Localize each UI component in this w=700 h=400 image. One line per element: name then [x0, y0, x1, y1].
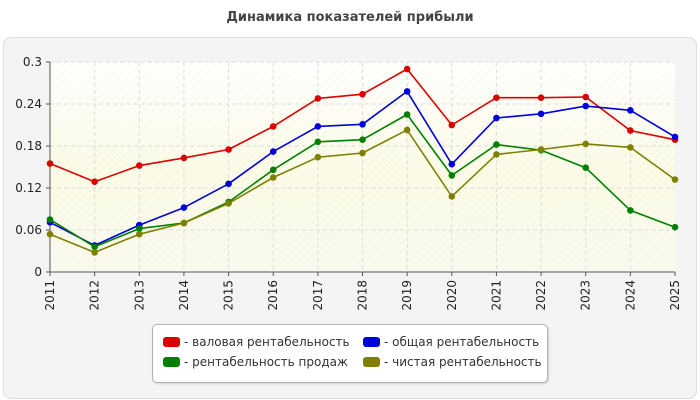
data-point	[314, 138, 322, 146]
data-point	[46, 230, 54, 238]
x-tick-label: 2025	[668, 280, 682, 311]
x-tick-label: 2011	[43, 280, 57, 311]
data-point	[448, 121, 456, 129]
tick-labels: 0 0.06 0.12 0.18 0.24 0.3 2011 2012 2013 2014 2015…	[15, 55, 682, 311]
legend-swatch	[363, 357, 380, 367]
data-point	[671, 223, 679, 231]
data-point	[582, 140, 590, 148]
series	[46, 65, 679, 256]
legend: - валовая рентабельность - общая рентабе…	[152, 324, 548, 383]
data-point	[91, 243, 98, 251]
x-tick-label: 2019	[400, 280, 414, 311]
data-point	[135, 225, 143, 232]
y-tick-label: 0.06	[15, 223, 42, 237]
data-point	[493, 151, 500, 158]
data-point	[359, 90, 366, 98]
data-point	[493, 141, 500, 148]
data-point	[359, 149, 366, 157]
data-point	[46, 160, 54, 167]
data-point	[135, 230, 143, 238]
legend-item: - рентабельность продаж	[163, 354, 348, 370]
data-point	[537, 146, 545, 153]
data-point	[46, 216, 54, 223]
x-tick-label: 2021	[489, 280, 503, 311]
data-point	[671, 176, 679, 183]
data-point	[403, 65, 411, 73]
data-point	[627, 144, 634, 151]
data-point	[314, 153, 322, 161]
data-point	[180, 219, 188, 227]
legend-label: - рентабельность продаж	[184, 355, 348, 369]
data-point	[269, 148, 277, 155]
data-point	[403, 88, 411, 95]
data-point	[627, 127, 634, 134]
data-point	[269, 166, 277, 174]
data-point	[269, 174, 277, 181]
legend-swatch	[163, 357, 180, 367]
data-point	[225, 180, 232, 188]
x-tick-label: 2015	[222, 280, 236, 311]
data-point	[537, 94, 545, 101]
y-tick-label: 0.18	[15, 139, 42, 153]
x-tick-label: 2023	[579, 280, 593, 311]
x-tick-label: 2018	[356, 280, 370, 311]
data-point	[493, 114, 500, 122]
x-tick-label: 2013	[132, 280, 146, 311]
data-point	[448, 172, 456, 179]
data-point	[582, 164, 590, 171]
data-point	[359, 121, 366, 128]
data-point	[91, 249, 98, 256]
x-tick-label: 2024	[623, 280, 637, 311]
data-point	[269, 123, 277, 130]
x-tick-label: 2017	[311, 280, 325, 311]
data-point	[627, 207, 634, 214]
y-tick-label: 0.12	[15, 181, 42, 195]
legend-label: - валовая рентабельность	[184, 335, 350, 349]
y-tick-label: 0	[34, 265, 42, 279]
data-point	[91, 178, 98, 185]
x-tick-label: 2016	[266, 280, 280, 311]
data-point	[537, 110, 545, 118]
y-tick-label: 0.24	[15, 97, 42, 111]
legend-swatch	[363, 337, 380, 347]
data-point	[225, 200, 232, 207]
legend-label: - общая рентабельность	[384, 335, 540, 349]
data-point	[403, 126, 411, 134]
data-point	[180, 204, 188, 211]
data-point	[403, 111, 411, 118]
legend-item: - валовая рентабельность	[163, 334, 350, 350]
legend-item: - чистая рентабельность	[363, 354, 542, 370]
x-tick-label: 2020	[445, 280, 459, 311]
chart-title: Динамика показателей прибыли	[226, 10, 474, 25]
data-point	[448, 160, 456, 168]
legend-swatch	[163, 337, 180, 347]
data-point	[582, 102, 590, 110]
data-point	[359, 136, 366, 143]
legend-label: - чистая рентабельность	[384, 355, 542, 369]
legend-item: - общая рентабельность	[363, 334, 539, 350]
y-tick-label: 0.3	[23, 55, 42, 69]
data-point	[314, 95, 322, 102]
data-point	[135, 162, 143, 169]
data-point	[314, 123, 322, 130]
data-point	[671, 133, 679, 141]
data-point	[627, 107, 634, 114]
x-tick-label: 2014	[177, 280, 191, 311]
data-point	[225, 146, 232, 153]
x-tick-label: 2012	[88, 280, 102, 311]
x-tick-label: 2022	[534, 280, 548, 311]
data-point	[180, 154, 188, 162]
data-point	[493, 94, 500, 101]
data-point	[582, 93, 590, 101]
data-point	[448, 193, 456, 200]
